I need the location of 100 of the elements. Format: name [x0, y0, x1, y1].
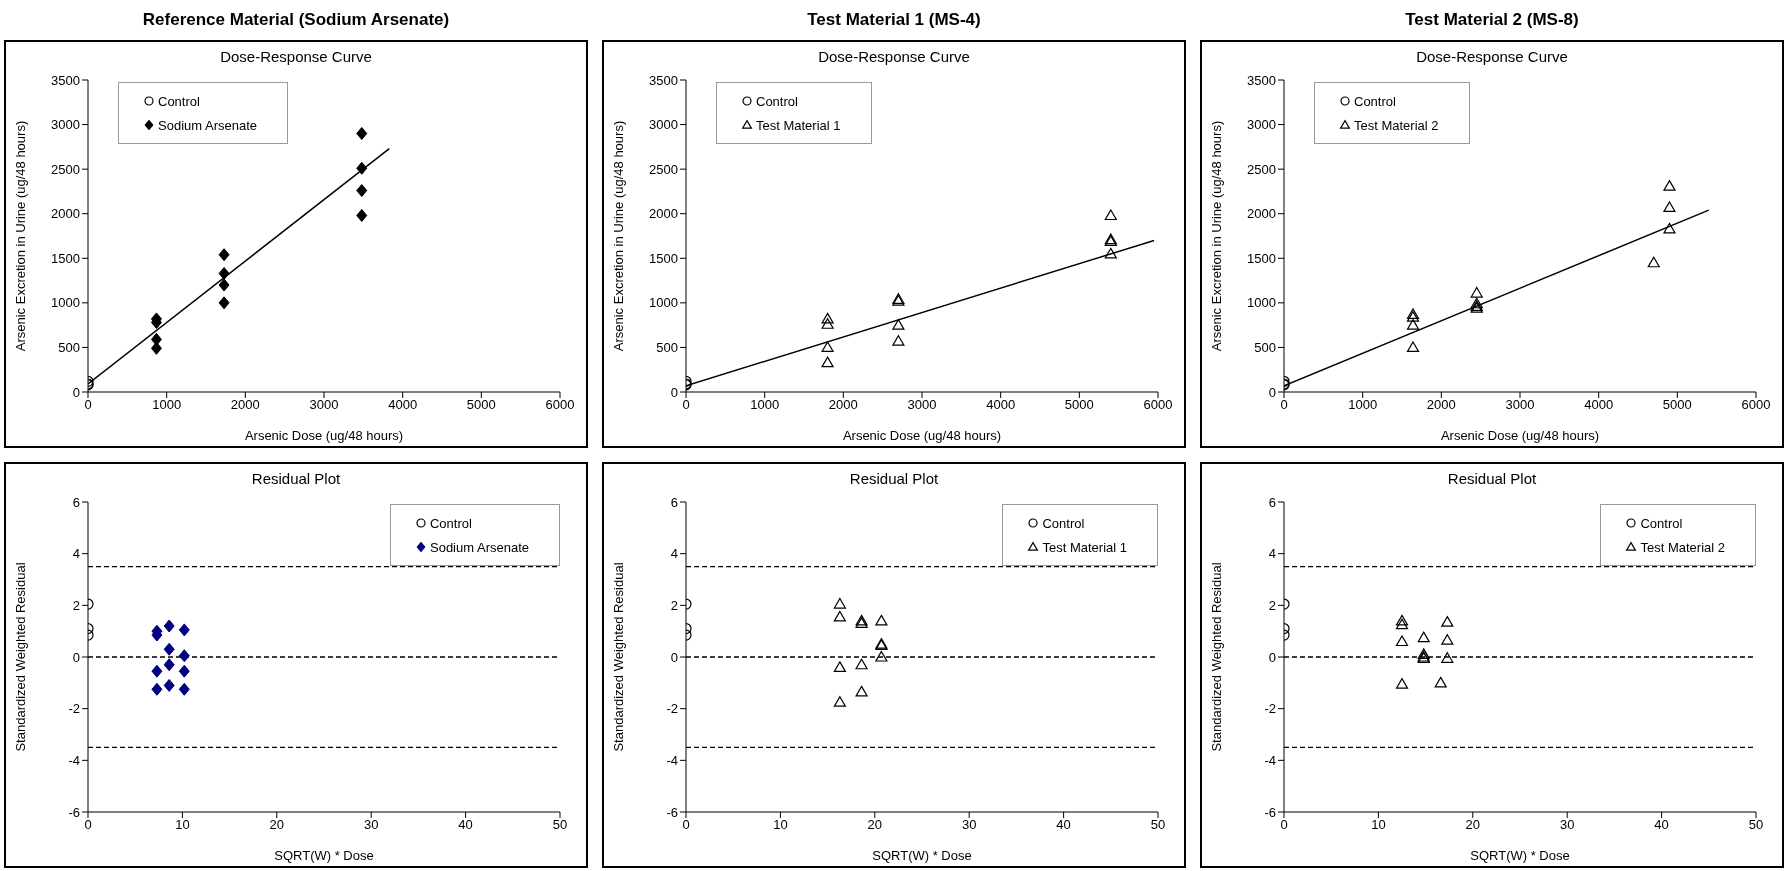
x-tick-label: 2000 — [230, 397, 260, 413]
chart-subtitle: Dose-Response Curve — [219, 47, 373, 67]
x-tick-label: 1000 — [152, 397, 182, 413]
y-tick-label: -6 — [1264, 804, 1276, 820]
chart-title: Test Material 1 (MS-4) — [806, 9, 982, 31]
x-tick-label: 4000 — [1584, 397, 1614, 413]
y-tick-label: 500 — [656, 340, 678, 356]
y-tick-label: 2500 — [649, 161, 678, 177]
y-tick-label: 0 — [1268, 384, 1276, 400]
y-tick-label: 500 — [58, 340, 80, 356]
y-tick-label: 2 — [670, 597, 678, 613]
legend-label: Test Material 1 — [756, 117, 841, 133]
y-tick-label: 1000 — [1247, 295, 1276, 311]
legend-label: Sodium Arsenate — [429, 539, 529, 555]
x-tick-label: 0 — [682, 397, 690, 413]
x-tick-label: 3000 — [907, 397, 937, 413]
legend-label: Test Material 2 — [1354, 117, 1439, 133]
x-tick-label: 6000 — [545, 397, 575, 413]
x-tick-label: 30 — [1559, 817, 1575, 833]
y-tick-label: 500 — [1254, 340, 1276, 356]
x-tick-label: 0 — [1280, 397, 1288, 413]
y-tick-label: 0 — [72, 384, 80, 400]
y-tick-label: 4 — [72, 546, 80, 562]
legend-label: Control — [429, 515, 472, 531]
y-axis-title: Arsenic Excretion in Urine (ug/48 hours) — [1208, 120, 1224, 352]
y-tick-label: 1000 — [51, 295, 80, 311]
y-tick-label: 0 — [1268, 649, 1276, 665]
chart-title: Test Material 2 (MS-8) — [1404, 9, 1580, 31]
y-tick-label: -6 — [68, 804, 80, 820]
y-axis-title: Standardized Weighted Residual — [12, 562, 28, 752]
x-tick-label: 40 — [458, 817, 473, 833]
x-tick-label: 2000 — [828, 397, 858, 413]
x-tick-label: 50 — [552, 817, 568, 833]
x-axis-title: SQRT(W) * Dose — [274, 848, 374, 863]
y-tick-label: 1000 — [649, 295, 678, 311]
y-tick-label: 3500 — [51, 72, 80, 88]
y-tick-label: 2000 — [649, 206, 678, 222]
y-tick-label: 6 — [670, 494, 678, 510]
x-tick-label: 0 — [1280, 817, 1288, 833]
y-tick-label: 2 — [1268, 597, 1276, 613]
y-tick-label: 2 — [72, 597, 80, 613]
x-axis-title: SQRT(W) * Dose — [872, 848, 972, 863]
x-tick-label: 0 — [84, 397, 92, 413]
y-tick-label: -4 — [666, 752, 678, 768]
y-tick-label: -2 — [666, 701, 678, 717]
y-tick-label: 0 — [670, 649, 678, 665]
chart-title: Residual Plot — [848, 469, 940, 489]
x-tick-label: 5000 — [1064, 397, 1094, 413]
x-tick-label: 10 — [1371, 817, 1386, 833]
legend-label: Control — [158, 93, 200, 109]
x-tick-label: 5000 — [1662, 397, 1692, 413]
x-axis-title: Arsenic Dose (ug/48 hours) — [1440, 428, 1600, 443]
y-axis-title: Standardized Weighted Residual — [1208, 562, 1224, 752]
x-tick-label: 10 — [773, 817, 788, 833]
y-tick-label: -4 — [1264, 752, 1276, 768]
legend-label: Control — [1354, 93, 1396, 109]
x-tick-label: 30 — [363, 817, 379, 833]
y-tick-label: 2500 — [51, 161, 80, 177]
x-tick-label: 3000 — [1505, 397, 1535, 413]
x-tick-label: 2000 — [1426, 397, 1456, 413]
x-axis-title: Arsenic Dose (ug/48 hours) — [244, 428, 404, 443]
y-tick-label: 3000 — [649, 117, 678, 133]
x-tick-label: 0 — [84, 817, 92, 833]
x-tick-label: 0 — [682, 817, 690, 833]
y-tick-label: 1500 — [51, 250, 80, 266]
chart-title: Reference Material (Sodium Arsenate) — [141, 9, 451, 31]
y-tick-label: -2 — [68, 701, 80, 717]
y-tick-label: 3000 — [1247, 117, 1276, 133]
y-tick-label: 6 — [1268, 494, 1276, 510]
legend-label: Test Material 1 — [1042, 539, 1127, 555]
legend-label: Control — [756, 93, 798, 109]
y-axis-title: Arsenic Excretion in Urine (ug/48 hours) — [610, 120, 626, 352]
x-tick-label: 20 — [867, 817, 883, 833]
y-axis-title: Arsenic Excretion in Urine (ug/48 hours) — [12, 120, 28, 352]
y-tick-label: 4 — [1268, 546, 1276, 562]
y-tick-label: 1500 — [649, 250, 678, 266]
y-tick-label: 3500 — [649, 72, 678, 88]
x-tick-label: 4000 — [986, 397, 1016, 413]
y-tick-label: -6 — [666, 804, 678, 820]
chart-subtitle: Dose-Response Curve — [1415, 47, 1569, 67]
y-axis-title: Standardized Weighted Residual — [610, 562, 626, 752]
x-tick-label: 6000 — [1741, 397, 1771, 413]
x-tick-label: 20 — [1465, 817, 1481, 833]
x-tick-label: 50 — [1748, 817, 1764, 833]
legend-label: Control — [1640, 515, 1683, 531]
y-tick-label: 3000 — [51, 117, 80, 133]
y-tick-label: 2500 — [1247, 161, 1276, 177]
y-tick-label: 2000 — [51, 206, 80, 222]
x-tick-label: 40 — [1056, 817, 1071, 833]
chart-title: Residual Plot — [250, 469, 342, 489]
chart-title: Residual Plot — [1446, 469, 1538, 489]
legend-label: Sodium Arsenate — [158, 117, 258, 133]
y-tick-label: 3500 — [1247, 72, 1276, 88]
x-axis-title: SQRT(W) * Dose — [1470, 848, 1570, 863]
x-tick-label: 20 — [269, 817, 285, 833]
y-tick-label: 2000 — [1247, 206, 1276, 222]
y-tick-label: -4 — [68, 752, 80, 768]
y-tick-label: 1500 — [1247, 250, 1276, 266]
chart-subtitle: Dose-Response Curve — [817, 47, 971, 67]
x-tick-label: 40 — [1654, 817, 1669, 833]
